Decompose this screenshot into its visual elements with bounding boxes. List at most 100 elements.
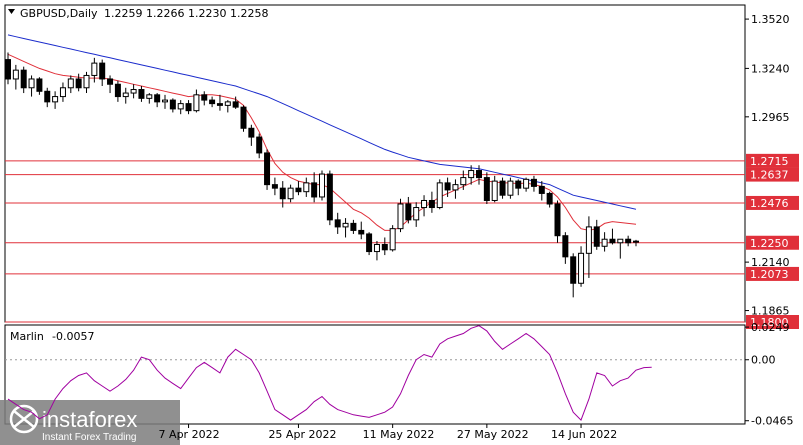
candle bbox=[530, 175, 537, 192]
candle bbox=[83, 71, 90, 94]
date-tick-label: 25 Apr 2022 bbox=[268, 428, 336, 441]
candle bbox=[59, 82, 66, 102]
candle bbox=[609, 228, 616, 245]
candle bbox=[546, 191, 553, 208]
price-panel-frame bbox=[4, 4, 746, 323]
level-label-box bbox=[746, 315, 799, 329]
candle bbox=[593, 219, 600, 250]
candle bbox=[122, 87, 129, 104]
date-tick-label: 7 Apr 2022 bbox=[159, 428, 220, 441]
level-label: 1.2715 bbox=[750, 155, 789, 168]
candle bbox=[154, 93, 161, 108]
candle bbox=[303, 177, 310, 197]
candle bbox=[468, 165, 475, 185]
candle bbox=[295, 181, 302, 196]
ohlc-readout: 1.2259 1.2266 1.2230 1.2258 bbox=[104, 7, 268, 20]
indicator-name: Marlin bbox=[10, 330, 44, 343]
candle bbox=[523, 177, 530, 192]
candle bbox=[342, 218, 349, 238]
candle bbox=[240, 105, 247, 132]
candle bbox=[28, 75, 35, 97]
indicator-tick-label: -0.0465 bbox=[751, 415, 793, 428]
level-label: 1.2250 bbox=[750, 237, 789, 250]
candle bbox=[381, 237, 388, 256]
candle bbox=[44, 87, 51, 108]
candle bbox=[483, 172, 490, 205]
candle bbox=[350, 219, 357, 234]
level-label: 1.2476 bbox=[750, 197, 789, 210]
date-tick-label: 14 Jun 2022 bbox=[551, 428, 617, 441]
candle bbox=[185, 100, 192, 115]
candle bbox=[585, 216, 592, 278]
candle bbox=[67, 75, 74, 94]
indicator-line bbox=[7, 325, 652, 422]
candle bbox=[452, 179, 459, 199]
watermark-brand: instaforex bbox=[42, 407, 137, 432]
candle bbox=[264, 149, 271, 190]
candle bbox=[232, 96, 239, 109]
candle bbox=[366, 232, 373, 256]
candle bbox=[562, 232, 569, 264]
candle bbox=[476, 165, 482, 185]
candle bbox=[52, 91, 59, 109]
dropdown-triangle-icon[interactable] bbox=[8, 9, 15, 14]
candle bbox=[633, 239, 639, 247]
candle bbox=[311, 172, 318, 203]
price-tick-label: 1.2965 bbox=[751, 111, 790, 124]
candle bbox=[20, 66, 27, 94]
candle bbox=[554, 200, 561, 243]
candle bbox=[397, 198, 404, 233]
price-tick-label: 1.3520 bbox=[751, 13, 790, 26]
candle bbox=[326, 170, 333, 226]
level-label-box bbox=[746, 266, 799, 281]
candle bbox=[358, 221, 365, 240]
level-label-box bbox=[746, 167, 799, 182]
indicator-tick-label: 0.0249 bbox=[751, 321, 790, 334]
indicator-y-axis: 0.0249 0.00 -0.0465 bbox=[5, 321, 793, 428]
candle bbox=[625, 235, 632, 247]
candle bbox=[138, 86, 145, 102]
candle bbox=[601, 232, 608, 252]
candle bbox=[413, 202, 420, 227]
candle bbox=[578, 246, 585, 287]
candle bbox=[515, 179, 522, 196]
candle bbox=[499, 177, 506, 199]
candle bbox=[75, 73, 82, 92]
candle bbox=[209, 96, 216, 108]
candle bbox=[373, 240, 380, 261]
candle bbox=[36, 77, 43, 95]
date-tick-label: 11 May 2022 bbox=[363, 428, 435, 441]
candle bbox=[114, 80, 121, 102]
candle bbox=[146, 93, 153, 104]
candle bbox=[287, 184, 294, 203]
candle bbox=[224, 100, 231, 113]
candle bbox=[162, 94, 168, 109]
candle bbox=[248, 124, 255, 146]
symbol-label: GBPUSD,Daily bbox=[20, 7, 98, 20]
candle bbox=[130, 84, 137, 99]
candle bbox=[169, 98, 176, 113]
watermark: instaforex Instant Forex Trading bbox=[0, 400, 180, 445]
candle bbox=[428, 191, 435, 213]
level-label: 1.2073 bbox=[750, 268, 789, 281]
watermark-tagline: Instant Forex Trading bbox=[42, 432, 137, 443]
date-axis: 7 Apr 2022 25 Apr 2022 11 May 2022 27 May 2… bbox=[159, 424, 617, 441]
candlesticks bbox=[5, 52, 639, 298]
level-label-box bbox=[746, 153, 799, 168]
candle bbox=[334, 212, 341, 234]
candle bbox=[538, 181, 545, 201]
date-tick-label: 27 May 2022 bbox=[457, 428, 529, 441]
candle bbox=[421, 195, 428, 217]
indicator-value: -0.0057 bbox=[52, 330, 94, 343]
candle bbox=[216, 94, 223, 111]
price-tick-label: 1.2140 bbox=[751, 256, 790, 269]
candle bbox=[319, 170, 325, 201]
candle bbox=[570, 253, 577, 298]
candle bbox=[99, 59, 106, 87]
candle bbox=[405, 196, 412, 224]
candle bbox=[177, 100, 184, 115]
candle bbox=[436, 179, 443, 210]
marlin-line bbox=[7, 325, 652, 422]
